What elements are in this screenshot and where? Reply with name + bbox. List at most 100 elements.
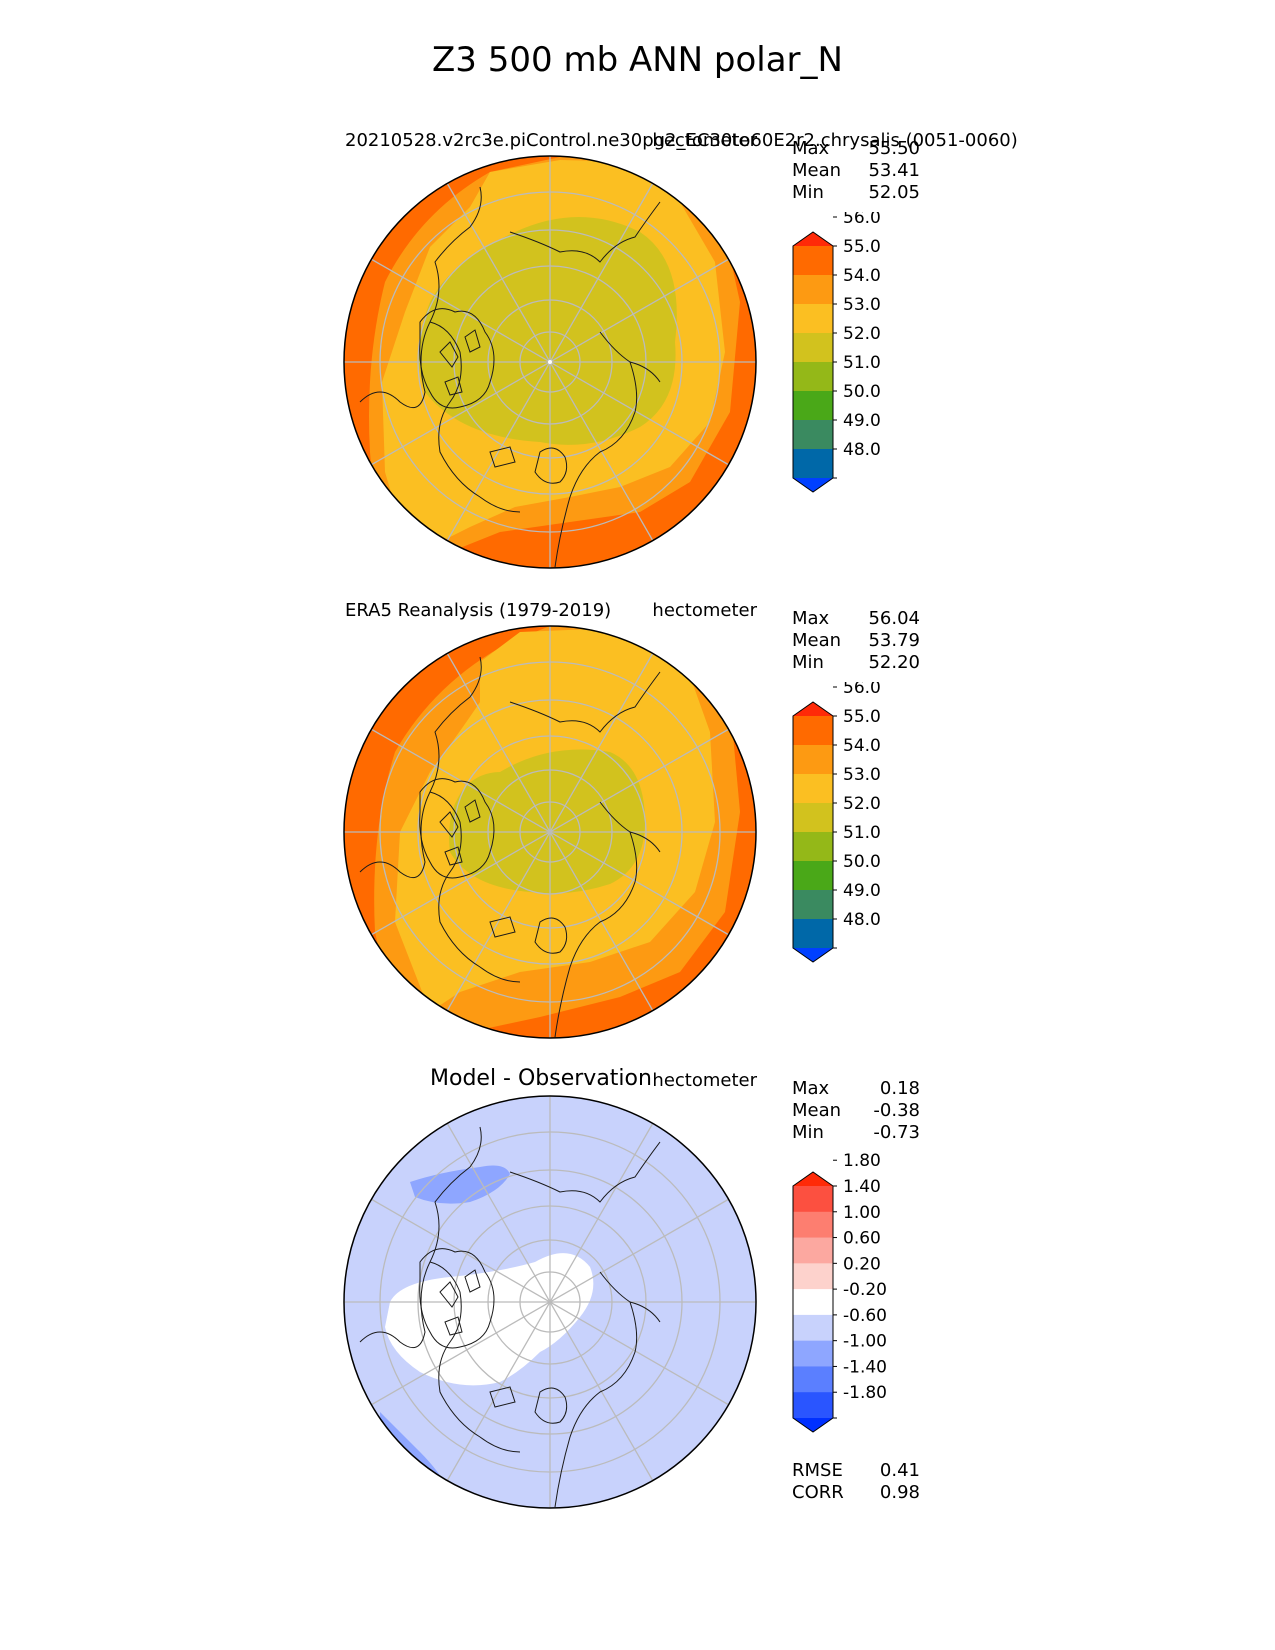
colorbar-tick-label: 53.0 [843,765,881,785]
colorbar-tick-label: 48.0 [843,440,881,460]
stats-box: Max 56.04 Mean 53.79 Min 52.20 [792,608,920,674]
panel-title: ERA5 Reanalysis (1979-2019) [345,600,612,621]
corr-value: 0.98 [879,1482,920,1503]
colorbar-tick-label: 51.0 [843,353,881,373]
colorbar-bin [793,803,833,833]
panel-title: Model - Observation [430,1066,652,1091]
coastline-scandinavia [534,1387,568,1424]
coastlines [359,1126,661,1508]
colorbar-tick-label: 54.0 [843,736,881,756]
stats-box: Max 55.50 Mean 53.41 Min 52.05 [792,138,920,204]
colorbar-bin [793,774,833,804]
stat-mean: 53.41 [868,160,920,181]
panel-units: hectometer [652,1070,757,1091]
coastline-eurasia [509,1141,661,1508]
colorbar-bin [793,1186,833,1213]
coastline-iceland [489,916,516,938]
colorbar-extend-max [793,702,833,716]
panel-units: hectometer [652,600,757,621]
colorbar: 48.0 49.0 50.0 51.0 52.0 53.0 54.0 55.0 56.0 [792,212,881,493]
colorbar-bin [793,449,833,479]
colorbar-tick-label: 1.80 [843,1152,881,1171]
colorbar-bin [793,1340,833,1367]
colorbar-bin [793,1237,833,1264]
stat-mean: 53.79 [868,630,920,651]
colorbar-tick-label: 49.0 [843,411,881,431]
stat-mean: -0.38 [873,1100,920,1121]
colorbar-tick-label: 54.0 [843,266,881,286]
coastline-arctic-islands [439,799,481,866]
colorbar-bin [793,1211,833,1239]
coastline-eurasia [509,671,661,1038]
stat-min-label: Min [792,1122,824,1143]
stat-max: 0.18 [879,1078,920,1099]
stats-box: Max 0.18 Mean -0.38 Min -0.73 [792,1078,920,1144]
colorbar-bin [793,861,833,891]
colorbar-bin [793,304,833,334]
colorbar-tick-label: 56.0 [843,682,881,698]
polar-map [343,625,757,1039]
stat-min: 52.05 [868,182,920,203]
colorbar-bin [793,420,833,450]
colorbar-extend-min [793,478,833,492]
colorbar-extend-max [793,1172,833,1186]
coastline-arctic-islands [439,329,481,396]
map-boundary [343,625,757,1039]
colorbar-tick-label: -0.20 [843,1280,887,1300]
colorbar-extend-min [793,948,833,962]
map-boundary [343,1095,757,1509]
colorbar-bin [793,1392,833,1419]
coastline-greenland [419,308,495,409]
colorbar-bin [793,362,833,392]
colorbar-bin [793,275,833,305]
colorbar-bin [793,890,833,920]
stat-max-label: Max [792,1078,830,1099]
colorbar-bin [793,1289,833,1316]
coastlines [359,186,661,568]
coastline-iceland [489,446,516,468]
stat-min-label: Min [792,182,824,203]
colorbar-tick-label: 55.0 [843,707,881,727]
stat-min-label: Min [792,652,824,673]
stat-max: 56.04 [868,608,920,629]
stat-max: 55.50 [868,138,920,159]
field-region [449,749,645,894]
coastline-greenland [419,1248,495,1349]
colorbar-tick-label: -0.60 [843,1306,887,1326]
coastline-scandinavia [534,917,568,954]
field-region [418,217,677,445]
colorbar-bin [793,832,833,862]
colorbar-tick-label: 53.0 [843,295,881,315]
coastlines [359,656,661,1038]
colorbar-tick-label: 0.60 [843,1229,881,1249]
meridian-line [446,1122,654,1482]
stat-mean-label: Mean [792,160,842,181]
meridian-line [446,652,654,1012]
panel-observation: ERA5 Reanalysis (1979-2019) hectometer M… [0,598,1275,1098]
colorbar-extend-min [793,1418,833,1432]
colorbar-tick-label: 50.0 [843,852,881,872]
stat-min: 52.20 [868,652,920,673]
colorbar-tick-label: 1.40 [843,1177,881,1197]
stat-mean-label: Mean [792,630,842,651]
colorbar-bin [793,246,833,276]
coastline-iceland [489,1386,516,1408]
rmse-value: 0.41 [879,1460,920,1481]
colorbar-bin [793,1366,833,1393]
colorbar-tick-label: 0.20 [843,1254,881,1274]
colorbar: -1.80 -1.40 -1.00 -0.60 -0.20 0.20 0.60 1.00 1.4… [792,1152,887,1433]
figure-title: Z3 500 mb ANN polar_N [432,40,843,80]
panel-model: 20210528.v2rc3e.piControl.ne30pg2_EC30to… [0,128,1275,628]
coastline-eurasia [509,201,661,568]
colorbar-bin [793,716,833,746]
panel-difference: Model - Observation hectometer Max 0.18 M… [0,1066,1275,1568]
colorbar-bin [793,333,833,363]
stat-max-label: Max [792,138,830,159]
colorbar-bin [793,919,833,949]
graticule [344,1096,756,1508]
map-boundary [343,155,757,569]
colorbar-bin [793,1314,833,1342]
coastline-north-america [359,186,521,513]
colorbar-tick-label: 56.0 [843,212,881,228]
colorbar-tick-label: -1.80 [843,1383,887,1403]
